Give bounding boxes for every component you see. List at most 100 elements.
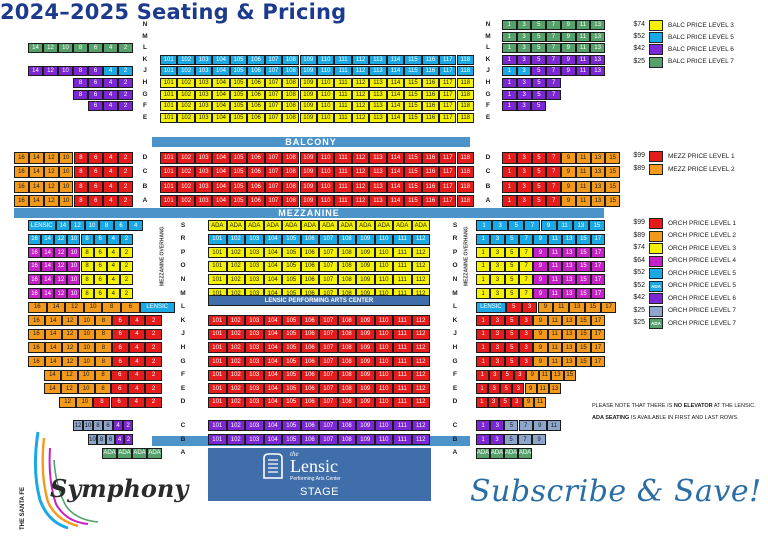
orchestra-seat: 105 bbox=[282, 356, 301, 367]
orchestra-seat: 1 bbox=[476, 247, 491, 259]
balcony-seat: 112 bbox=[351, 101, 370, 112]
orchestra-seat: 111 bbox=[393, 396, 412, 408]
orchestra-seat: ADA bbox=[393, 220, 412, 231]
orchestra-seat: 110 bbox=[374, 260, 393, 272]
orchestra-seat: 3 bbox=[519, 356, 534, 367]
orchestra-seat: 17 bbox=[600, 301, 617, 313]
orchestra-seat: 1 bbox=[476, 274, 491, 286]
mezzanine-seat: 1 bbox=[502, 195, 517, 208]
orchestra-seat: 11 bbox=[547, 247, 562, 259]
orchestra-seat: 2 bbox=[119, 288, 133, 299]
orchestra-seat: 103 bbox=[245, 369, 264, 381]
orchestra-seat: 14 bbox=[41, 288, 55, 299]
balcony-seat: 101 bbox=[160, 54, 178, 65]
balcony-seat: 13 bbox=[590, 31, 605, 42]
mezzanine-seat: 10 bbox=[58, 152, 74, 164]
orchestra-seat: 2 bbox=[119, 274, 133, 286]
balcony-seat: 118 bbox=[456, 54, 474, 65]
orchestra-seat: 7 bbox=[518, 420, 533, 432]
balcony-seat: 106 bbox=[247, 112, 265, 123]
orchestra-seat: 11 bbox=[553, 301, 570, 313]
orchestra-seat: 105 bbox=[282, 260, 301, 272]
orchestra-row-label: J bbox=[453, 330, 457, 338]
orchestra-seat: 102 bbox=[226, 260, 245, 272]
mezzanine-seat: 7 bbox=[546, 180, 562, 193]
mezzanine-seat: 13 bbox=[590, 152, 606, 164]
orchestra-seat: 16 bbox=[28, 356, 45, 367]
balcony-seat: 108 bbox=[282, 112, 300, 123]
mezzanine-seat: 16 bbox=[14, 166, 29, 179]
balcony-seat: 103 bbox=[194, 78, 213, 88]
balcony-seat: 109 bbox=[299, 112, 317, 123]
balcony-seat: 114 bbox=[386, 66, 405, 77]
balcony-seat: 104 bbox=[212, 89, 230, 100]
orchestra-seat: 6 bbox=[93, 233, 107, 245]
orchestra-seat: 8 bbox=[102, 301, 121, 313]
mezzanine-seat: 109 bbox=[299, 180, 317, 193]
orchestra-seat: 2 bbox=[119, 247, 133, 259]
orchestra-seat: 105 bbox=[282, 328, 301, 340]
mezzanine-seat: 113 bbox=[369, 152, 387, 164]
orchestra-seat: LENSIC bbox=[28, 220, 56, 231]
orchestra-seat: 108 bbox=[337, 274, 356, 286]
orchestra-seat: 8 bbox=[95, 356, 112, 367]
orchestra-seat: 103 bbox=[245, 420, 264, 432]
orchestra-row-label: L bbox=[453, 303, 457, 311]
orchestra-seat: LENSIC bbox=[476, 301, 506, 313]
orchestra-seat: 108 bbox=[337, 315, 356, 327]
orchestra-seat: 105 bbox=[282, 434, 301, 445]
orchestra-seat: 112 bbox=[411, 328, 430, 340]
orchestra-seat: 110 bbox=[374, 247, 393, 259]
mezzanine-seat: 11 bbox=[575, 152, 591, 164]
orchestra-seat: 105 bbox=[282, 315, 301, 327]
balcony-seat: 101 bbox=[160, 89, 178, 100]
mezzanine-seat: 111 bbox=[334, 180, 352, 193]
orchestra-seat: 105 bbox=[282, 396, 301, 408]
orchestra-seat: 102 bbox=[226, 369, 245, 381]
mezzanine-seat: 112 bbox=[351, 195, 370, 208]
orchestra-seat: 10 bbox=[67, 274, 81, 286]
mezzanine-seat: 103 bbox=[194, 152, 213, 164]
symphony-swirl-icon bbox=[33, 431, 99, 530]
orchestra-seat: 3 bbox=[490, 247, 505, 259]
legend-price: $64 bbox=[633, 256, 645, 264]
orchestra-seat: 101 bbox=[208, 260, 227, 272]
orchestra-seat: 15 bbox=[576, 247, 591, 259]
balcony-row-label: L bbox=[486, 44, 490, 52]
balcony-seat: 9 bbox=[560, 43, 576, 54]
orchestra-seat: 107 bbox=[319, 369, 338, 381]
orchestra-seat: 12 bbox=[61, 356, 79, 367]
mezzanine-seat: 6 bbox=[88, 166, 104, 179]
orchestra-seat: 110 bbox=[374, 356, 393, 367]
orchestra-seat: 12 bbox=[65, 301, 84, 313]
legend-price: $25 bbox=[633, 319, 645, 326]
orchestra-seat: 13 bbox=[562, 274, 577, 286]
balcony-seat: 2 bbox=[118, 78, 133, 88]
orchestra-seat: 108 bbox=[337, 420, 356, 432]
legend-price: $89 bbox=[633, 231, 645, 239]
orchestra-seat: 108 bbox=[337, 342, 356, 354]
mezzanine-seat: 111 bbox=[334, 152, 352, 164]
mezzanine-seat: 111 bbox=[334, 195, 352, 208]
mezzanine-seat: 9 bbox=[561, 195, 576, 208]
mezzanine-seat: 8 bbox=[73, 166, 89, 179]
balcony-seat: 8 bbox=[73, 89, 88, 100]
orchestra-seat: 10 bbox=[78, 328, 96, 340]
orchestra-seat: 112 bbox=[411, 383, 430, 395]
orchestra-seat: 108 bbox=[337, 396, 356, 408]
orchestra-seat: 101 bbox=[208, 420, 227, 432]
balcony-seat: 106 bbox=[247, 66, 265, 77]
orchestra-seat: 110 bbox=[374, 434, 393, 445]
orchestra-seat: 3 bbox=[487, 396, 500, 408]
orchestra-seat: 14 bbox=[44, 328, 62, 340]
mezzanine-seat: 16 bbox=[14, 180, 29, 193]
balcony-seat: 114 bbox=[386, 89, 405, 100]
mezzanine-seat: 6 bbox=[88, 152, 104, 164]
orchestra-seat: ADA bbox=[490, 447, 504, 459]
balcony-band: BALCONY bbox=[152, 137, 470, 147]
symphony-small-text: THE SANTA FE bbox=[20, 487, 26, 530]
balcony-seat: 5 bbox=[531, 89, 547, 100]
orchestra-seat: 111 bbox=[393, 233, 412, 245]
balcony-seat: 1 bbox=[502, 54, 517, 65]
orchestra-seat: 111 bbox=[393, 420, 412, 432]
